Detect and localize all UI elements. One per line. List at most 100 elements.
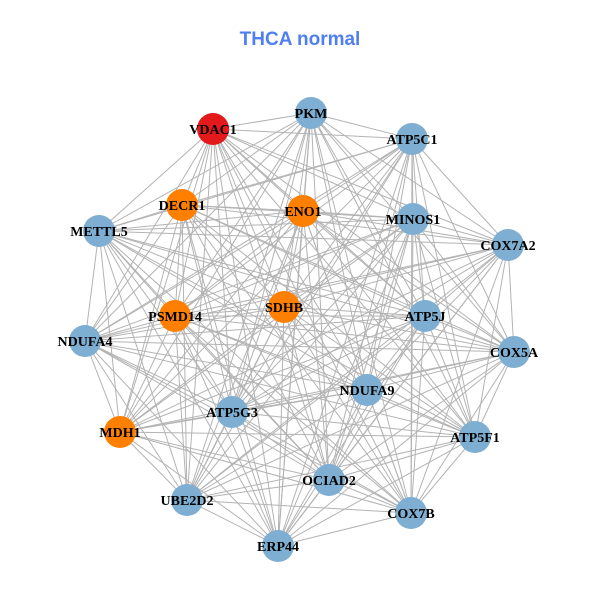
node-label: METTL5	[70, 225, 128, 240]
edge-DECR1-ATP5J	[181, 204, 426, 317]
node-cox7a2[interactable]: COX7A2	[480, 229, 536, 261]
edge-NDUFA4-MDH1	[84, 340, 121, 433]
node-atp5g3[interactable]: ATP5G3	[206, 396, 258, 428]
node-circle[interactable]	[83, 215, 115, 247]
node-circle[interactable]	[351, 374, 383, 406]
node-mdh1[interactable]: MDH1	[99, 416, 141, 448]
node-circle[interactable]	[498, 336, 530, 368]
node-circle[interactable]	[396, 123, 428, 155]
node-decr1[interactable]: DECR1	[159, 189, 206, 221]
node-minos1[interactable]: MINOS1	[386, 203, 440, 235]
node-atp5f1[interactable]: ATP5F1	[450, 421, 500, 453]
node-label: COX7B	[387, 507, 434, 522]
node-label: PKM	[295, 107, 328, 122]
edge-ENO1-ATP5G3	[231, 210, 304, 413]
node-circle[interactable]	[216, 396, 248, 428]
node-pkm[interactable]: PKM	[295, 97, 328, 129]
edge-VDAC1-COX7B	[212, 128, 412, 514]
edge-PKM-MINOS1	[310, 112, 414, 220]
node-circle[interactable]	[492, 229, 524, 261]
edge-PKM-DECR1	[181, 112, 312, 206]
edge-MINOS1-METTL5	[98, 218, 414, 232]
node-circle[interactable]	[69, 325, 101, 357]
edge-ATP5J-COX7B	[410, 315, 426, 514]
node-ube2d2[interactable]: UBE2D2	[161, 484, 214, 516]
node-circle[interactable]	[395, 497, 427, 529]
edge-METTL5-ATP5J	[98, 230, 426, 317]
edge-ENO1-SDHB	[283, 210, 304, 308]
edge-COX5A-ERP44	[277, 351, 515, 547]
node-label: MDH1	[99, 426, 140, 441]
edge-METTL5-UBE2D2	[98, 230, 188, 501]
edge-ATP5J-COX5A	[424, 315, 515, 353]
edge-COX7A2-MDH1	[119, 244, 509, 433]
node-cox7b[interactable]: COX7B	[387, 497, 435, 529]
node-ndufa4[interactable]: NDUFA4	[58, 325, 113, 357]
edge-COX5A-UBE2D2	[186, 351, 515, 501]
node-circle[interactable]	[197, 113, 229, 145]
node-label: MINOS1	[386, 213, 440, 228]
edge-PKM-COX7B	[310, 112, 412, 514]
edge-NDUFA4-ATP5F1	[84, 340, 476, 438]
node-label: ATP5J	[405, 310, 446, 325]
edge-VDAC1-ERP44	[212, 128, 279, 547]
node-circle[interactable]	[295, 97, 327, 129]
node-circle[interactable]	[262, 530, 294, 562]
edge-VDAC1-PSMD14	[174, 128, 214, 317]
edge-PSMD14-ERP44	[174, 315, 279, 547]
edge-SDHB-ATP5F1	[283, 306, 476, 438]
node-circle[interactable]	[409, 300, 441, 332]
edge-SDHB-COX5A	[283, 306, 515, 353]
edge-PKM-ATP5F1	[310, 112, 476, 438]
edge-ATP5C1-ATP5F1	[411, 138, 476, 438]
edge-DECR1-COX7A2	[181, 204, 509, 246]
edge-ATP5G3-ERP44	[231, 411, 279, 547]
node-circle[interactable]	[459, 421, 491, 453]
edge-ENO1-ATP5J	[302, 210, 426, 317]
node-circle[interactable]	[159, 300, 191, 332]
edge-PSMD14-SDHB	[174, 306, 285, 317]
edge-ATP5J-NDUFA4	[84, 315, 426, 342]
node-circle[interactable]	[287, 195, 319, 227]
edge-ENO1-MDH1	[119, 210, 304, 433]
figure-title: THCA normal	[239, 29, 361, 50]
node-vdac1[interactable]: VDAC1	[189, 113, 237, 145]
node-cox5a[interactable]: COX5A	[490, 336, 539, 368]
edge-COX5A-MDH1	[119, 351, 515, 433]
edge-PKM-ATP5J	[310, 112, 426, 317]
edge-DECR1-PSMD14	[174, 204, 183, 317]
node-circle[interactable]	[313, 464, 345, 496]
edge-NDUFA4-OCIAD2	[84, 340, 330, 481]
edge-ATP5G3-MDH1	[119, 411, 233, 433]
edge-MINOS1-COX7B	[410, 218, 414, 514]
node-circle[interactable]	[166, 189, 198, 221]
edge-COX7A2-COX5A	[507, 244, 515, 353]
node-circle[interactable]	[268, 291, 300, 323]
edge-SDHB-ERP44	[277, 306, 285, 547]
node-mettl5[interactable]: METTL5	[70, 215, 128, 247]
node-eno1[interactable]: ENO1	[284, 195, 322, 227]
edge-MINOS1-ERP44	[277, 218, 414, 547]
node-label: ATP5G3	[206, 406, 258, 421]
node-circle[interactable]	[171, 484, 203, 516]
node-sdhb[interactable]: SDHB	[265, 291, 303, 323]
node-label: SDHB	[265, 301, 303, 316]
node-label: OCIAD2	[302, 474, 356, 489]
node-circle[interactable]	[397, 203, 429, 235]
edge-NDUFA9-COX7B	[366, 389, 412, 514]
edge-ENO1-COX5A	[302, 210, 515, 353]
node-ociad2[interactable]: OCIAD2	[302, 464, 356, 496]
node-ndufa9[interactable]: NDUFA9	[340, 374, 395, 406]
edge-NDUFA4-ATP5G3	[84, 340, 233, 413]
node-atp5c1[interactable]: ATP5C1	[386, 123, 438, 155]
edge-METTL5-ERP44	[98, 230, 279, 547]
node-erp44[interactable]: ERP44	[257, 530, 299, 562]
node-circle[interactable]	[104, 416, 136, 448]
edge-DECR1-ATP5G3	[181, 204, 233, 413]
edge-MINOS1-COX5A	[412, 218, 515, 353]
node-psmd14[interactable]: PSMD14	[148, 300, 202, 332]
node-atp5j[interactable]: ATP5J	[405, 300, 446, 332]
edge-METTL5-ATP5F1	[98, 230, 476, 438]
edge-PKM-ATP5C1	[310, 112, 413, 140]
